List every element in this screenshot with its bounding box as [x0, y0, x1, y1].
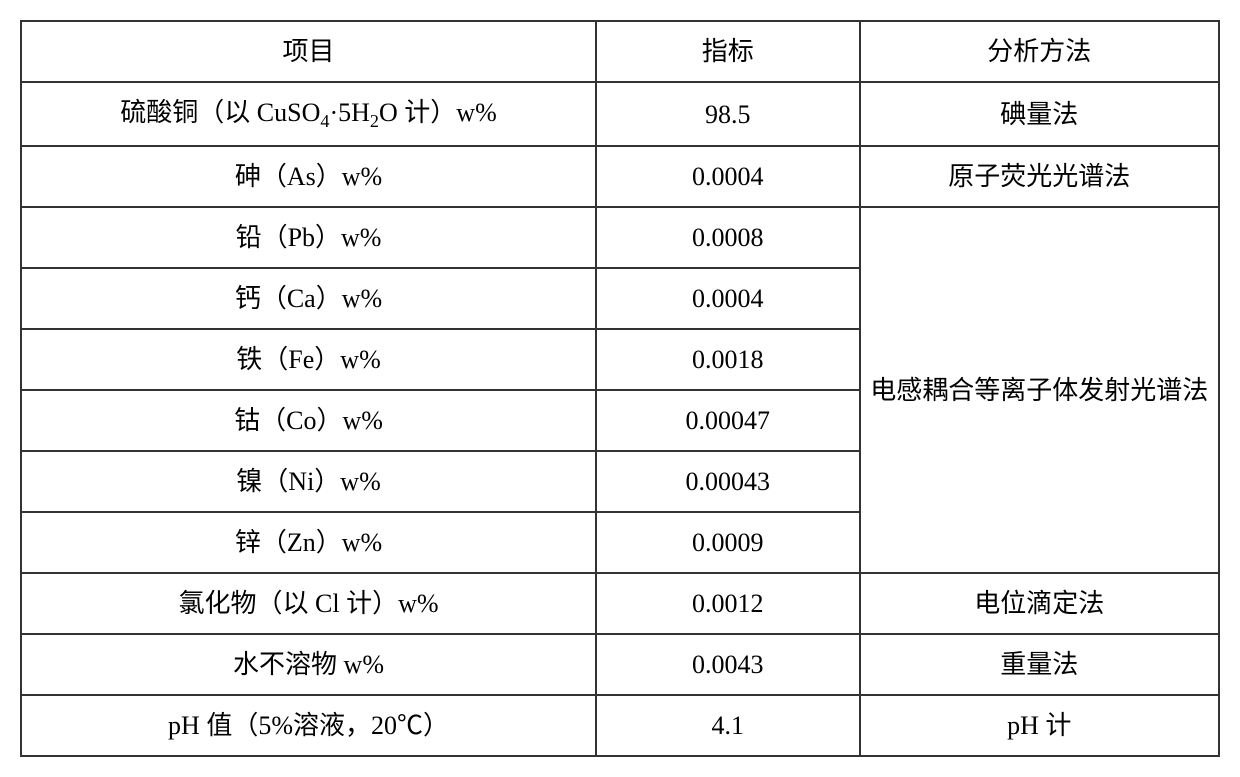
cell-value: 0.0004 — [596, 146, 860, 207]
cell-value: 0.00043 — [596, 451, 860, 512]
cell-value: 0.0018 — [596, 329, 860, 390]
col-header-value: 指标 — [596, 21, 860, 82]
cell-item: 铁（Fe）w% — [21, 329, 596, 390]
cell-method: pH 计 — [860, 695, 1219, 756]
table-row: 硫酸铜（以 CuSO4·5H2O 计）w% 98.5 碘量法 — [21, 82, 1219, 146]
table-row: 水不溶物 w% 0.0043 重量法 — [21, 634, 1219, 695]
table-row: 氯化物（以 Cl 计）w% 0.0012 电位滴定法 — [21, 573, 1219, 634]
cell-value: 0.00047 — [596, 390, 860, 451]
cell-value: 0.0012 — [596, 573, 860, 634]
cell-value: 98.5 — [596, 82, 860, 146]
cell-value: 0.0009 — [596, 512, 860, 573]
cell-method-merged: 电感耦合等离子体发射光谱法 — [860, 207, 1219, 573]
cell-item: 钴（Co）w% — [21, 390, 596, 451]
cell-value: 0.0008 — [596, 207, 860, 268]
cell-value: 0.0004 — [596, 268, 860, 329]
cell-item: 氯化物（以 Cl 计）w% — [21, 573, 596, 634]
col-header-item: 项目 — [21, 21, 596, 82]
cell-method: 重量法 — [860, 634, 1219, 695]
cell-method: 电位滴定法 — [860, 573, 1219, 634]
cell-item: 钙（Ca）w% — [21, 268, 596, 329]
cell-item: 硫酸铜（以 CuSO4·5H2O 计）w% — [21, 82, 596, 146]
cell-value: 0.0043 — [596, 634, 860, 695]
cell-item: 砷（As）w% — [21, 146, 596, 207]
table-row: pH 值（5%溶液，20℃） 4.1 pH 计 — [21, 695, 1219, 756]
table-header-row: 项目 指标 分析方法 — [21, 21, 1219, 82]
cell-item: 镍（Ni）w% — [21, 451, 596, 512]
col-header-method: 分析方法 — [860, 21, 1219, 82]
table-row: 铅（Pb）w% 0.0008 电感耦合等离子体发射光谱法 — [21, 207, 1219, 268]
cell-method: 碘量法 — [860, 82, 1219, 146]
cell-method: 原子荧光光谱法 — [860, 146, 1219, 207]
spec-table-container: 项目 指标 分析方法 硫酸铜（以 CuSO4·5H2O 计）w% 98.5 碘量… — [20, 20, 1220, 757]
cell-item: 锌（Zn）w% — [21, 512, 596, 573]
table-row: 砷（As）w% 0.0004 原子荧光光谱法 — [21, 146, 1219, 207]
cell-item: pH 值（5%溶液，20℃） — [21, 695, 596, 756]
cell-value: 4.1 — [596, 695, 860, 756]
spec-table: 项目 指标 分析方法 硫酸铜（以 CuSO4·5H2O 计）w% 98.5 碘量… — [20, 20, 1220, 757]
table-body: 项目 指标 分析方法 硫酸铜（以 CuSO4·5H2O 计）w% 98.5 碘量… — [21, 21, 1219, 756]
cell-item: 铅（Pb）w% — [21, 207, 596, 268]
cell-item: 水不溶物 w% — [21, 634, 596, 695]
